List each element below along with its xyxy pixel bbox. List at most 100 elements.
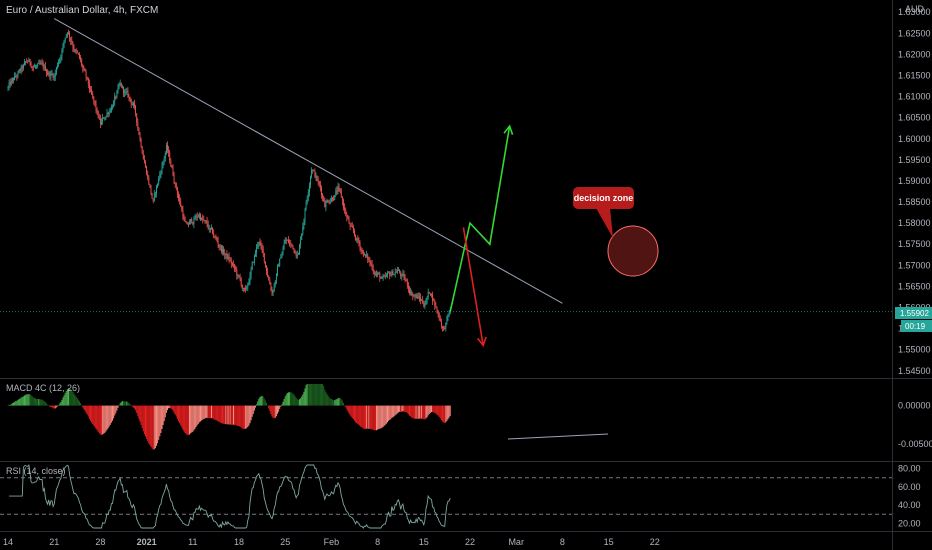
candle-body[interactable] <box>289 242 291 244</box>
candle-body[interactable] <box>118 85 120 88</box>
candle-body[interactable] <box>313 170 315 172</box>
candle-body[interactable] <box>348 218 350 224</box>
candle-body[interactable] <box>77 52 79 55</box>
candle-body[interactable] <box>414 295 416 297</box>
candle-body[interactable] <box>355 234 357 240</box>
candle-body[interactable] <box>106 113 108 117</box>
candle-body[interactable] <box>117 87 119 92</box>
candle-body[interactable] <box>434 300 436 306</box>
candle-body[interactable] <box>337 187 339 192</box>
candle-body[interactable] <box>447 314 449 317</box>
candle-body[interactable] <box>107 113 109 115</box>
candle-body[interactable] <box>147 174 149 178</box>
candle-body[interactable] <box>57 65 58 68</box>
candle-body[interactable] <box>109 111 111 113</box>
candle-body[interactable] <box>250 269 252 276</box>
candle-body[interactable] <box>262 249 264 253</box>
candle-body[interactable] <box>165 145 167 154</box>
candle-body[interactable] <box>197 216 199 218</box>
candle-body[interactable] <box>367 254 369 260</box>
candle-body[interactable] <box>293 248 295 250</box>
candle-body[interactable] <box>272 290 274 294</box>
candle-body[interactable] <box>55 67 57 73</box>
candle-body[interactable] <box>229 260 231 262</box>
candle-body[interactable] <box>68 32 69 34</box>
candle-body[interactable] <box>61 50 63 57</box>
candle-body[interactable] <box>191 219 193 223</box>
candle-body[interactable] <box>7 87 9 89</box>
candle-body[interactable] <box>425 299 427 305</box>
candle-body[interactable] <box>138 127 140 135</box>
candle-body[interactable] <box>270 284 272 290</box>
candle-body[interactable] <box>26 61 28 63</box>
candle-body[interactable] <box>168 150 170 153</box>
candle-body[interactable] <box>381 277 383 279</box>
candle-body[interactable] <box>125 91 127 93</box>
candle-body[interactable] <box>90 89 91 91</box>
candle-body[interactable] <box>284 239 286 244</box>
candle-body[interactable] <box>268 276 270 281</box>
candle-body[interactable] <box>279 258 281 266</box>
candle-body[interactable] <box>224 253 226 255</box>
decision-zone-circle[interactable] <box>607 225 659 277</box>
candle-body[interactable] <box>402 273 404 275</box>
macd-pane-title[interactable]: MACD 4C (12, 26) <box>6 383 80 393</box>
candle-body[interactable] <box>431 294 432 295</box>
candle-body[interactable] <box>62 44 64 51</box>
candle-body[interactable] <box>217 241 219 245</box>
candle-body[interactable] <box>333 199 335 201</box>
candle-body[interactable] <box>178 194 179 199</box>
candle-body[interactable] <box>379 273 381 278</box>
candle-body[interactable] <box>222 249 223 252</box>
candle-body[interactable] <box>36 66 38 67</box>
candle-body[interactable] <box>179 198 181 202</box>
candle-body[interactable] <box>169 152 171 161</box>
candle-body[interactable] <box>235 267 237 270</box>
candle-body[interactable] <box>115 96 117 98</box>
candle-body[interactable] <box>424 304 426 307</box>
candle-body[interactable] <box>154 192 156 194</box>
macd-histogram[interactable]: 0.00000 -0.00500 <box>7 384 932 450</box>
candle-body[interactable] <box>65 34 67 38</box>
candle-body[interactable] <box>240 279 242 286</box>
candle-body[interactable] <box>291 243 293 245</box>
candle-body[interactable] <box>44 66 46 71</box>
candle-body[interactable] <box>404 278 406 281</box>
candle-body[interactable] <box>443 327 445 329</box>
candle-body[interactable] <box>75 50 77 52</box>
candle-body[interactable] <box>322 194 324 197</box>
candle-body[interactable] <box>363 254 365 256</box>
candle-body[interactable] <box>146 166 148 175</box>
candle-body[interactable] <box>357 238 359 241</box>
candle-body[interactable] <box>403 273 405 279</box>
candle-body[interactable] <box>50 73 52 77</box>
candle-body[interactable] <box>238 275 240 277</box>
candle-body[interactable] <box>140 138 142 147</box>
candle-body[interactable] <box>52 73 54 78</box>
candle-body[interactable] <box>99 118 101 125</box>
candle-body[interactable] <box>336 190 338 192</box>
candle-body[interactable] <box>362 250 364 256</box>
candle-body[interactable] <box>158 178 160 184</box>
candle-body[interactable] <box>432 294 434 301</box>
candle-body[interactable] <box>339 188 341 192</box>
candle-body[interactable] <box>131 103 133 106</box>
candle-body[interactable] <box>383 276 385 278</box>
candle-body[interactable] <box>85 71 87 77</box>
candle-body[interactable] <box>358 240 360 244</box>
candle-body[interactable] <box>110 107 112 112</box>
candle-body[interactable] <box>307 192 309 198</box>
candle-body[interactable] <box>58 62 60 66</box>
candle-body[interactable] <box>198 214 200 217</box>
candle-body[interactable] <box>204 220 206 222</box>
candle-body[interactable] <box>258 241 260 245</box>
candle-body[interactable] <box>8 82 10 88</box>
candle-body[interactable] <box>263 252 265 262</box>
candle-body[interactable] <box>446 316 448 323</box>
candle-body[interactable] <box>385 275 387 277</box>
candle-body[interactable] <box>329 201 331 203</box>
candle-body[interactable] <box>105 116 107 119</box>
candle-body[interactable] <box>411 291 413 296</box>
candle-body[interactable] <box>445 322 447 329</box>
candle-body[interactable] <box>281 254 283 259</box>
